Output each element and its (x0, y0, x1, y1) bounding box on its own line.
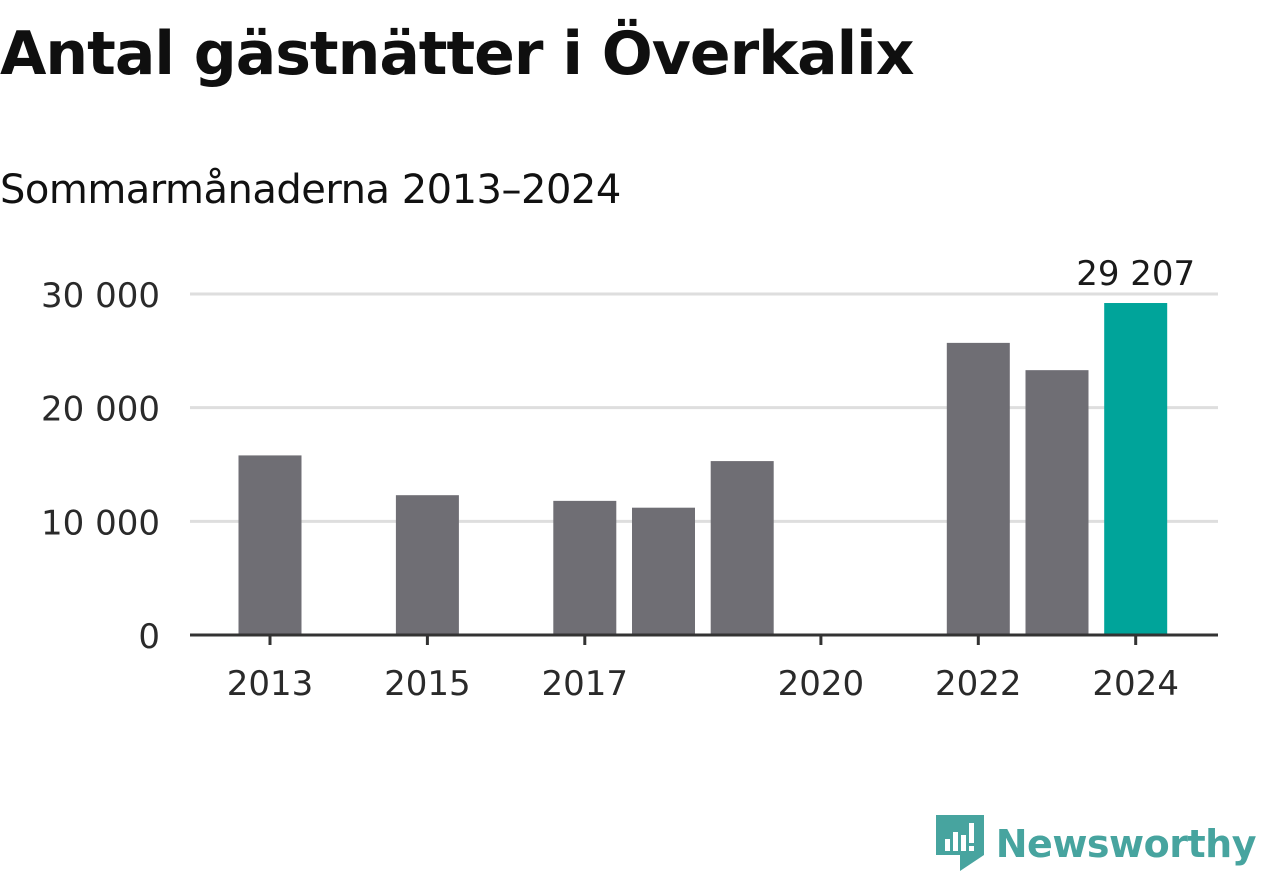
x-tick-label: 2024 (1092, 664, 1179, 704)
y-tick-label: 30 000 (41, 276, 160, 316)
data-labels: 29 207 (1076, 254, 1195, 294)
bar-2019 (710, 461, 774, 635)
y-tick-label: 20 000 (41, 390, 160, 430)
bar-2013 (238, 455, 302, 635)
bar-2023 (1025, 370, 1089, 635)
bar-2015 (395, 495, 459, 635)
bars (238, 303, 1168, 635)
y-axis-tick-labels: 0 10 000 20 000 30 000 (41, 276, 160, 657)
y-tick-label: 10 000 (41, 503, 160, 543)
brand-logo: Newsworthy (935, 815, 1257, 871)
x-tick-label: 2022 (935, 664, 1022, 704)
bar-2024 (1104, 303, 1168, 635)
newsworthy-logo-icon (935, 815, 984, 871)
x-tick-label: 2013 (227, 664, 314, 704)
bar-2022 (946, 342, 1010, 635)
x-tick-label: 2020 (778, 664, 865, 704)
x-axis (190, 633, 1218, 645)
chart-subtitle: Sommarmånaderna 2013–2024 (0, 167, 621, 213)
bar-2017 (553, 500, 617, 635)
x-axis-tick-labels: 2013 2015 2017 2020 2022 2024 (227, 664, 1179, 704)
chart-title: Antal gästnätter i Överkalix (0, 19, 914, 89)
y-tick-label: 0 (138, 617, 160, 657)
bar-2018 (632, 507, 695, 635)
x-tick-label: 2015 (384, 664, 471, 704)
brand-name: Newsworthy (995, 822, 1257, 866)
data-label-2024: 29 207 (1076, 254, 1195, 294)
x-tick-label: 2017 (542, 664, 629, 704)
